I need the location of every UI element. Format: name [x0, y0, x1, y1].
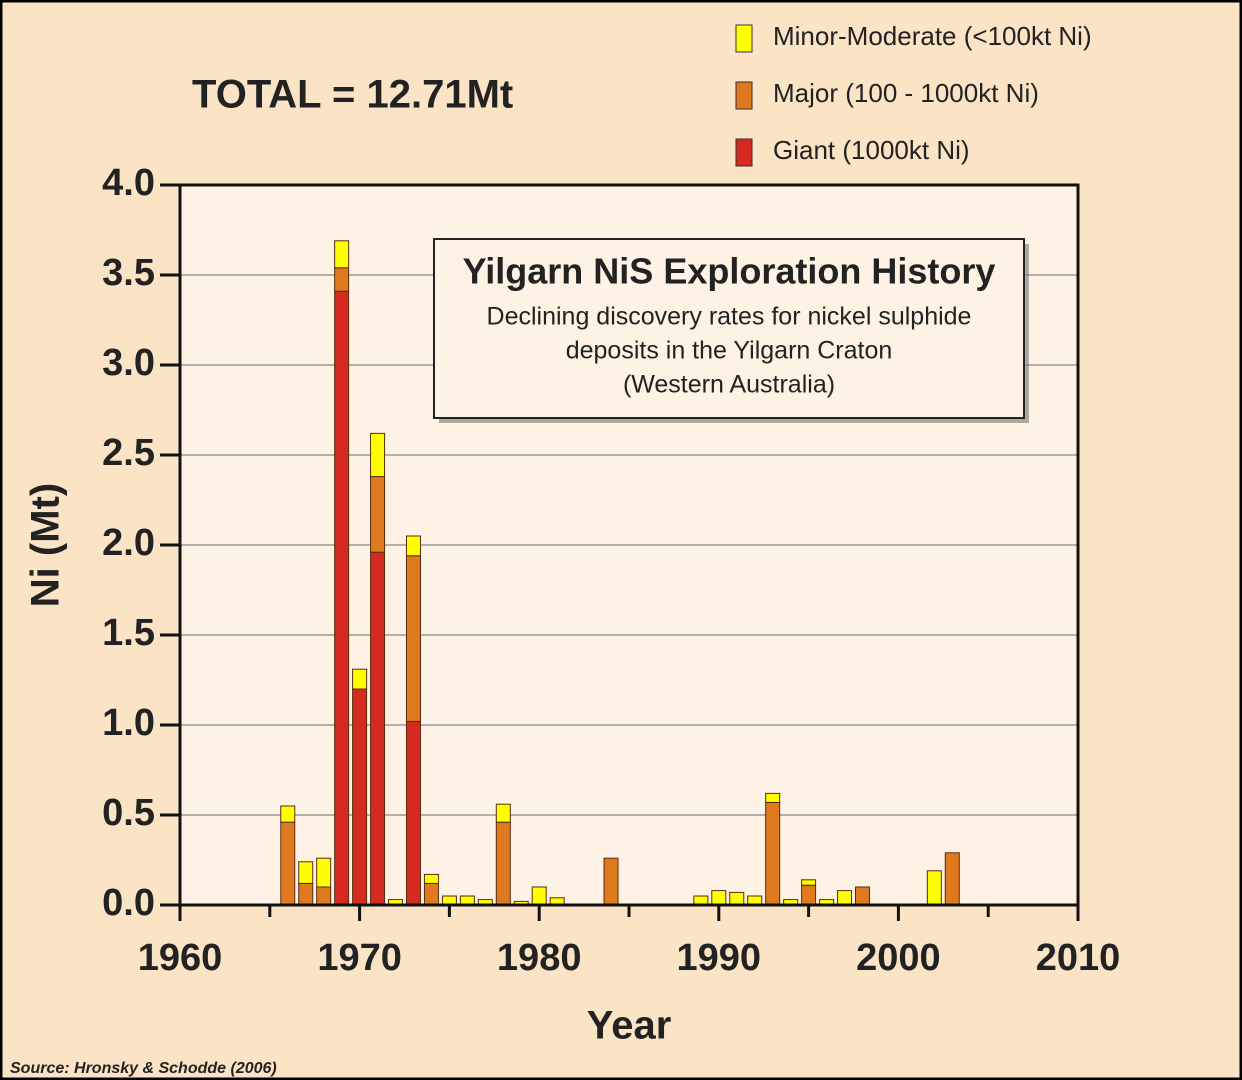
bar-segment: [334, 267, 350, 292]
subtitle: deposits in the Yilgarn Craton: [566, 337, 893, 365]
y-tick-label: 1.0: [102, 702, 155, 744]
bar-segment: [405, 555, 421, 722]
y-tick-label: 1.5: [102, 612, 155, 654]
legend-label: Minor-Moderate (<100kt Ni): [773, 21, 1092, 51]
y-tick-label: 4.0: [102, 162, 155, 204]
bar-segment: [334, 290, 350, 906]
y-tick-label: 0.5: [102, 792, 155, 834]
bar-segment: [352, 668, 368, 690]
chart-title: Yilgarn NiS Exploration History: [463, 251, 996, 292]
x-tick-label: 1970: [317, 937, 402, 979]
legend-label: Major (100 - 1000kt Ni): [773, 78, 1039, 108]
bar-segment: [405, 720, 421, 906]
legend-swatch: [735, 81, 753, 110]
bar-segment: [765, 801, 781, 906]
bar-segment: [495, 803, 511, 823]
annotation: TOTAL = 12.71Mt: [192, 73, 513, 117]
subtitle: (Western Australia): [623, 371, 835, 399]
bar-segment: [334, 240, 350, 269]
bar-segment: [370, 551, 386, 906]
bar-segment: [495, 821, 511, 906]
x-tick-label: 2010: [1036, 937, 1121, 979]
bar-segment: [298, 861, 314, 884]
bar-segment: [316, 857, 332, 888]
title-box: [433, 238, 1025, 419]
bar-segment: [531, 886, 547, 906]
source: Source: Hronsky & Schodde (2006): [10, 1060, 277, 1077]
legend-swatch: [735, 138, 753, 167]
x-tick-label: 2000: [856, 937, 941, 979]
bar-segment: [711, 890, 727, 906]
legend-swatch: [735, 24, 753, 53]
x-tick-label: 1960: [138, 937, 223, 979]
bar-segment: [298, 882, 314, 906]
y-tick-label: 3.5: [102, 252, 155, 294]
subtitle: Declining discovery rates for nickel sul…: [487, 303, 972, 331]
bar-segment: [316, 886, 332, 906]
x-tick-label: 1990: [677, 937, 762, 979]
bar-segment: [854, 886, 870, 906]
bar-segment: [603, 857, 619, 906]
y-tick-label: 3.0: [102, 342, 155, 384]
bar-segment: [801, 884, 817, 906]
bar-segment: [926, 870, 942, 906]
bar-segment: [370, 476, 386, 553]
bar-segment: [280, 805, 296, 823]
y-tick-label: 2.0: [102, 522, 155, 564]
x-axis-label: Year: [587, 1004, 672, 1048]
bar-segment: [280, 821, 296, 906]
y-tick-label: 2.5: [102, 432, 155, 474]
bar-segment: [837, 890, 853, 906]
bar-segment: [801, 879, 817, 886]
y-tick-label: 0.0: [102, 882, 155, 924]
bar-segment: [370, 432, 386, 478]
bar-segment: [765, 792, 781, 803]
bar-segment: [352, 688, 368, 906]
bar-segment: [423, 882, 439, 906]
bar-segment: [423, 873, 439, 884]
y-axis-label: Ni (Mt): [24, 483, 68, 607]
bar-segment: [405, 535, 421, 557]
bar-segment: [944, 852, 960, 906]
bar-segment: [729, 891, 745, 906]
x-tick-label: 1980: [497, 937, 582, 979]
legend-label: Giant (1000kt Ni): [773, 135, 970, 165]
